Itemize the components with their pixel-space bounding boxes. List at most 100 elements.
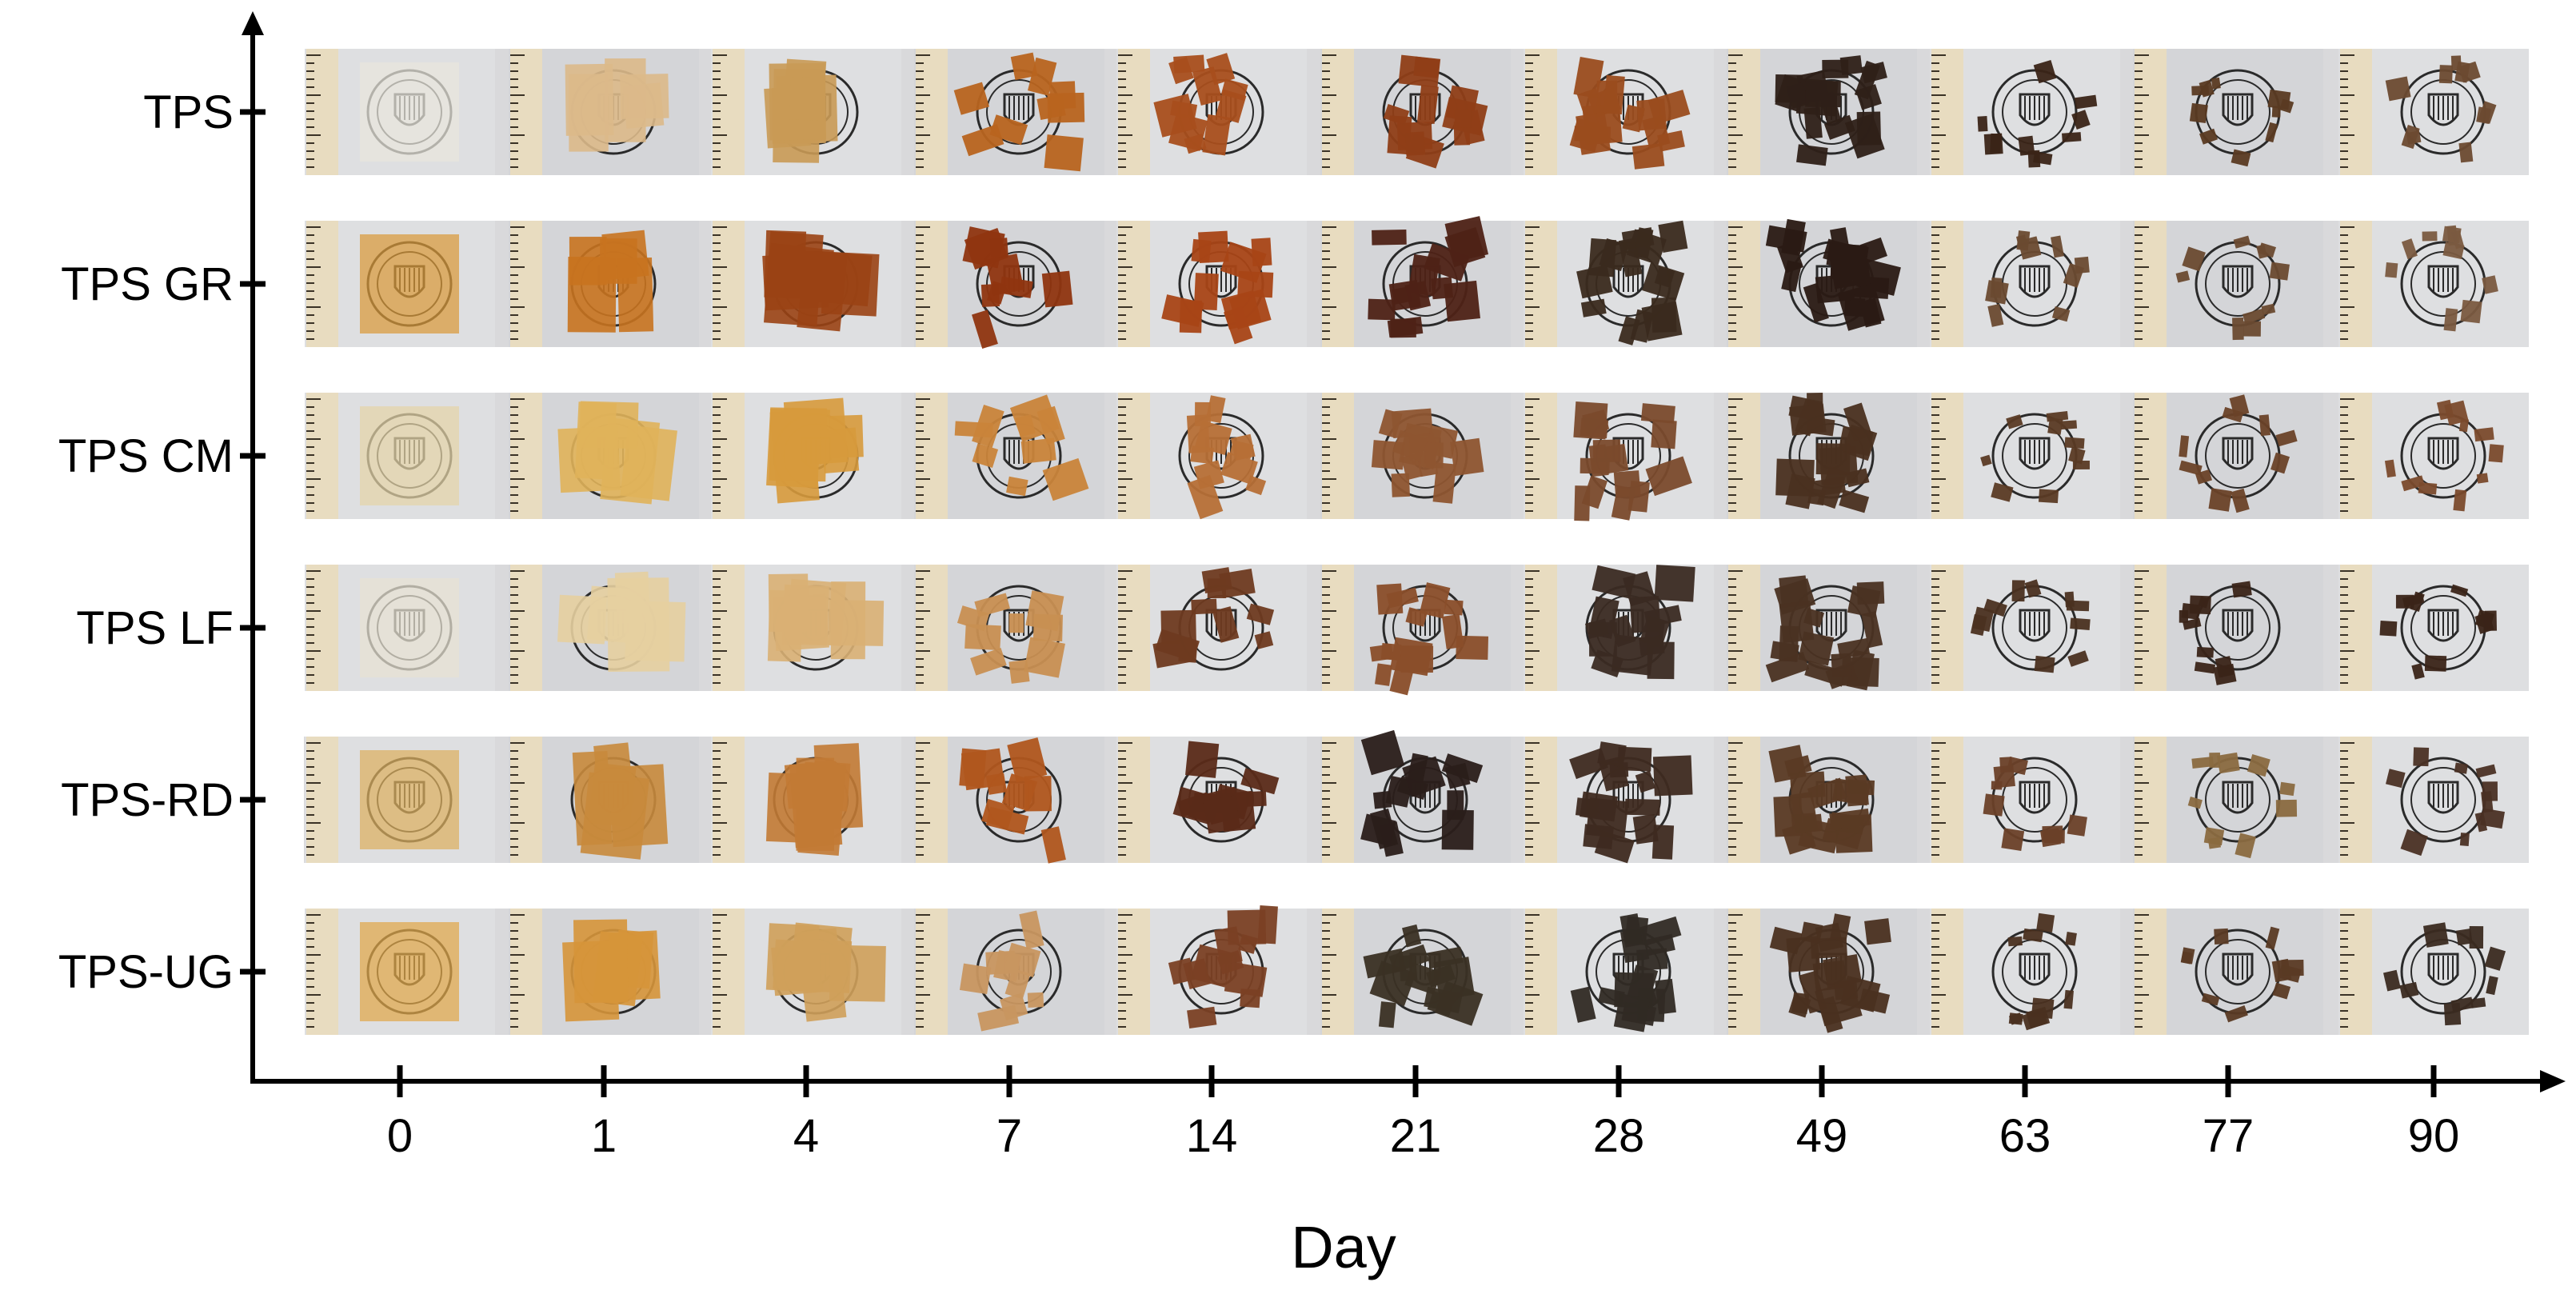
- ruler: [713, 565, 745, 691]
- sample-film: [567, 230, 654, 333]
- ruler: [1525, 909, 1557, 1035]
- sample-film: [1977, 60, 2098, 168]
- ruler: [1931, 565, 1963, 691]
- sample-photo: [1320, 216, 1511, 347]
- x-axis-title: Day: [1291, 1214, 1396, 1280]
- sample-photo: [711, 49, 901, 175]
- ruler: [1322, 565, 1354, 691]
- ruler: [2135, 909, 2167, 1035]
- sample-photo: [1116, 737, 1307, 863]
- sample-film: [565, 58, 669, 152]
- ruler: [510, 909, 542, 1035]
- sample-film: [767, 573, 885, 662]
- sample-film: [957, 590, 1065, 684]
- ruler: [1118, 565, 1150, 691]
- ruler: [713, 909, 745, 1035]
- y-axis-arrow-icon: [242, 11, 264, 35]
- sample-photo: [1320, 729, 1511, 863]
- sample-photo: [1116, 393, 1307, 520]
- sample-photo: [2133, 909, 2323, 1035]
- sample-photo: [1727, 737, 1917, 863]
- sample-film: [360, 578, 459, 677]
- ruler: [1322, 737, 1354, 863]
- sample-film: [1383, 54, 1488, 169]
- sample-film: [1765, 218, 1901, 331]
- y-axis-ticks: TPS TPS GR TPS CM TPS LF TPS-RD TPS-UG: [58, 86, 266, 998]
- sample-photo: [509, 49, 699, 175]
- sample-film: [1360, 729, 1484, 857]
- sample-film: [2179, 581, 2252, 685]
- ruler: [1525, 565, 1557, 691]
- sample-row: [305, 565, 2529, 696]
- sample-photo: [509, 909, 699, 1035]
- ruler: [916, 737, 948, 863]
- day-label: 1: [591, 1110, 617, 1162]
- sample-photo: [2133, 49, 2323, 175]
- sample-film: [1153, 53, 1248, 156]
- sample-photo: [1524, 49, 1714, 175]
- ruler: [1525, 393, 1557, 519]
- sample-photo: [1930, 565, 2120, 691]
- sample-photo: [509, 393, 699, 519]
- ruler: [306, 909, 338, 1035]
- ruler: [1525, 49, 1557, 175]
- sample-film: [557, 401, 677, 505]
- ruler: [510, 393, 542, 519]
- sample-film: [2179, 394, 2298, 513]
- day-label: 14: [1186, 1110, 1238, 1162]
- ruler: [1322, 909, 1354, 1035]
- ruler: [2135, 565, 2167, 691]
- sample-film: [360, 922, 459, 1021]
- sample-row: [304, 729, 2529, 864]
- sample-row: [305, 216, 2529, 349]
- sample-film: [1363, 924, 1484, 1028]
- sample-photo: [305, 737, 495, 863]
- day-label: 77: [2203, 1110, 2254, 1162]
- sample-photo: [1524, 565, 1714, 691]
- sample-photo: [711, 737, 901, 863]
- sample-film: [2187, 752, 2298, 859]
- sample-photo: [711, 221, 901, 347]
- ruler: [713, 221, 745, 347]
- ruler: [2340, 909, 2372, 1035]
- sample-film: [360, 750, 459, 849]
- ruler: [306, 737, 338, 863]
- day-label: 90: [2408, 1110, 2460, 1162]
- ruler: [306, 221, 338, 347]
- sample-photo: [1116, 49, 1307, 175]
- sample-photo: [2338, 221, 2529, 347]
- day-label: 49: [1796, 1110, 1848, 1162]
- sample-film: [1970, 579, 2091, 673]
- sample-film: [360, 406, 459, 505]
- ruler: [1118, 909, 1150, 1035]
- ruler: [1322, 393, 1354, 519]
- sample-film: [1152, 567, 1275, 669]
- sample-photo: [914, 565, 1104, 691]
- sample-film: [2385, 747, 2505, 857]
- ruler: [1931, 393, 1963, 519]
- sample-film: [1768, 745, 1875, 855]
- sample-photo: [1116, 905, 1307, 1035]
- ruler: [510, 221, 542, 347]
- ruler: [510, 565, 542, 691]
- sample-rows: [304, 49, 2529, 1035]
- ruler: [510, 49, 542, 175]
- ruler: [1525, 737, 1557, 863]
- sample-film: [1569, 741, 1693, 864]
- sample-film: [1369, 582, 1489, 696]
- x-axis-ticks: 0 1 4 7 14 21 28 49 63 77 90: [387, 1065, 2459, 1162]
- sample-film: [360, 234, 459, 333]
- sample-film: [765, 922, 886, 1022]
- ruler: [1728, 221, 1760, 347]
- sample-photo: [914, 221, 1104, 349]
- sample-film: [1576, 220, 1688, 345]
- ruler: [1728, 49, 1760, 175]
- ruler: [2340, 49, 2372, 175]
- sample-film: [959, 737, 1066, 864]
- sample-film: [1168, 905, 1278, 1029]
- sample-photo: [509, 737, 699, 863]
- ruler: [2340, 393, 2372, 519]
- sample-film: [2189, 77, 2294, 167]
- sample-film: [2385, 225, 2498, 332]
- ruler: [1931, 221, 1963, 347]
